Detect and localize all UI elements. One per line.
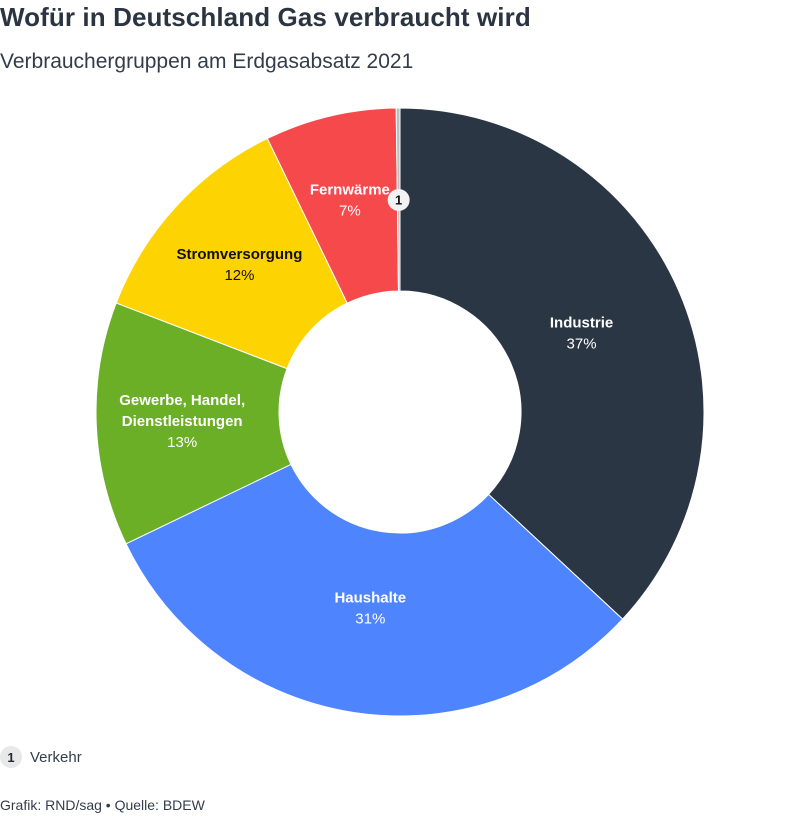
badge-verkehr: 1 bbox=[387, 189, 410, 212]
chart-title: Wofür in Deutschland Gas verbraucht wird bbox=[0, 2, 531, 32]
slice-gewerbe-handel-dienstleistungen bbox=[95, 302, 292, 545]
slice-value-haushalte: 31% bbox=[355, 610, 385, 627]
donut-chart: Industrie 37% Haushalte 31% Gewerbe, Handel,… bbox=[95, 107, 705, 717]
slice-haushalte bbox=[125, 463, 624, 717]
slice-label-haushalte: Haushalte bbox=[334, 589, 406, 606]
slice-label-gewerbe-handel-dienstleistungen: Dienstleistungen bbox=[122, 413, 243, 430]
slice-industrie bbox=[399, 107, 705, 620]
slice-value-stromversorgung: 12% bbox=[224, 267, 254, 284]
slice-label-fernwärme: Fernwärme bbox=[310, 181, 390, 198]
source-credit: Grafik: RND/sag • Quelle: BDEW bbox=[0, 797, 205, 813]
chart-subtitle: Verbrauchergruppen am Erdgasabsatz 2021 bbox=[0, 50, 414, 73]
badge-circle bbox=[387, 189, 410, 212]
footnote-badge: 1 bbox=[0, 746, 22, 768]
slice-label-industrie: Industrie bbox=[550, 314, 613, 331]
badge-number: 1 bbox=[395, 193, 402, 208]
slice-value-industrie: 37% bbox=[567, 335, 597, 352]
slice-value-fernwärme: 7% bbox=[339, 202, 361, 219]
slice-value-gewerbe-handel-dienstleistungen: 13% bbox=[167, 434, 197, 451]
slice-label-gewerbe-handel-dienstleistungen: Gewerbe, Handel, bbox=[119, 392, 245, 409]
slice-label-stromversorgung: Stromversorgung bbox=[177, 246, 303, 263]
footnote-label: Verkehr bbox=[30, 748, 82, 766]
slice-stromversorgung bbox=[115, 137, 348, 370]
legend-footnote: 1 Verkehr bbox=[0, 746, 82, 768]
